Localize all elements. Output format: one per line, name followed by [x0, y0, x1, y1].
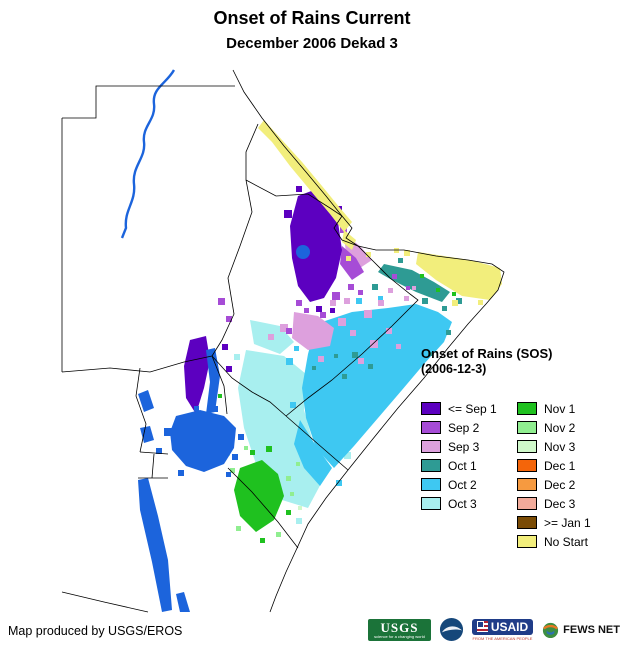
fews-net-wordmark: FEWS NET: [563, 623, 620, 636]
legend-swatch: [517, 516, 537, 529]
usgs-wordmark: USGS: [380, 619, 419, 635]
legend-swatch: [517, 440, 537, 453]
legend-row: Sep 2: [421, 418, 517, 437]
legend-label: Nov 3: [544, 439, 576, 454]
lake-tanganyika: [138, 478, 172, 612]
legend-swatch: [517, 402, 537, 415]
legend-swatch: [421, 440, 441, 453]
lake-albert: [138, 390, 154, 412]
noaa-emblem-icon: [439, 617, 463, 642]
legend-swatch: [421, 459, 441, 472]
legend-swatch: [517, 421, 537, 434]
legend-column-left: <= Sep 1 Sep 2 Sep 3 Oct 1 Oct 2 Oct 3: [421, 399, 517, 551]
legend-label: Nov 2: [544, 420, 576, 435]
legend-label: Oct 1: [448, 458, 477, 473]
legend-row: Nov 3: [517, 437, 591, 456]
legend-row: Dec 3: [517, 494, 591, 513]
legend-swatch: [421, 421, 441, 434]
noaa-logo: [439, 617, 464, 642]
lake-turkana: [206, 348, 220, 414]
usgs-emblem: USGS science for a changing world: [368, 618, 431, 641]
legend-label: Dec 1: [544, 458, 576, 473]
legend-row: Oct 3: [421, 494, 517, 513]
legend-swatch: [517, 497, 537, 510]
legend-swatch: [421, 497, 441, 510]
logo-bar: USGS science for a changing world USAID …: [368, 617, 620, 642]
legend-row: Dec 2: [517, 475, 591, 494]
legend-row: Oct 1: [421, 456, 517, 475]
page-title: Onset of Rains Current: [213, 8, 411, 28]
legend-label: <= Sep 1: [448, 401, 497, 416]
legend-subtitle: (2006-12-3): [421, 362, 487, 376]
legend-row: Dec 1: [517, 456, 591, 475]
legend-row: Nov 1: [517, 399, 591, 418]
usgs-logo: USGS science for a changing world: [368, 618, 431, 641]
legend-title: Onset of Rains (SOS): [421, 346, 553, 361]
usaid-flag-icon: [476, 621, 488, 632]
legend-label: No Start: [544, 534, 589, 549]
legend-row: >= Jan 1: [517, 513, 591, 532]
coastline: [232, 69, 505, 613]
legend-column-right: Nov 1 Nov 2 Nov 3 Dec 1 Dec 2 Dec 3 >= Jan 1 No…: [517, 399, 591, 551]
legend-label: Dec 2: [544, 477, 576, 492]
legend-row: <= Sep 1: [421, 399, 517, 418]
legend-label: Oct 2: [448, 477, 477, 492]
legend-row: No Start: [517, 532, 591, 551]
legend-label: Sep 3: [448, 439, 480, 454]
lake-victoria: [170, 410, 236, 472]
legend-label: Oct 3: [448, 496, 477, 511]
map-credit: Map produced by USGS/EROS: [8, 624, 183, 638]
usgs-tagline: science for a changing world: [374, 633, 425, 639]
legend-label: Dec 3: [544, 496, 576, 511]
page-subtitle: December 2006 Dekad 3: [226, 35, 398, 52]
nile-river: [120, 69, 176, 239]
lake-edward: [140, 426, 154, 443]
usaid-emblem: USAID: [471, 618, 534, 635]
map-legend: Onset of Rains (SOS) (2006-12-3) <= Sep …: [421, 346, 621, 551]
legend-swatch: [517, 478, 537, 491]
usaid-wordmark: USAID: [490, 619, 529, 634]
legend-swatch: [421, 478, 441, 491]
legend-label: Nov 1: [544, 401, 576, 416]
map-borders: [61, 69, 505, 613]
legend-swatch: [517, 459, 537, 472]
fews-globe-icon: [543, 622, 559, 639]
legend-label: Sep 2: [448, 420, 480, 435]
usaid-tagline: FROM THE AMERICAN PEOPLE: [472, 635, 533, 641]
usaid-logo: USAID FROM THE AMERICAN PEOPLE: [471, 618, 534, 641]
lake-tana: [296, 245, 310, 259]
legend-swatch: [517, 535, 537, 548]
map-water: [120, 69, 310, 612]
lake-malawi: [176, 592, 190, 612]
legend-row: Nov 2: [517, 418, 591, 437]
legend-swatch: [421, 402, 441, 415]
legend-row: Oct 2: [421, 475, 517, 494]
fews-net-logo: FEWS NET: [541, 620, 620, 639]
legend-label: >= Jan 1: [544, 515, 591, 530]
legend-row: Sep 3: [421, 437, 517, 456]
